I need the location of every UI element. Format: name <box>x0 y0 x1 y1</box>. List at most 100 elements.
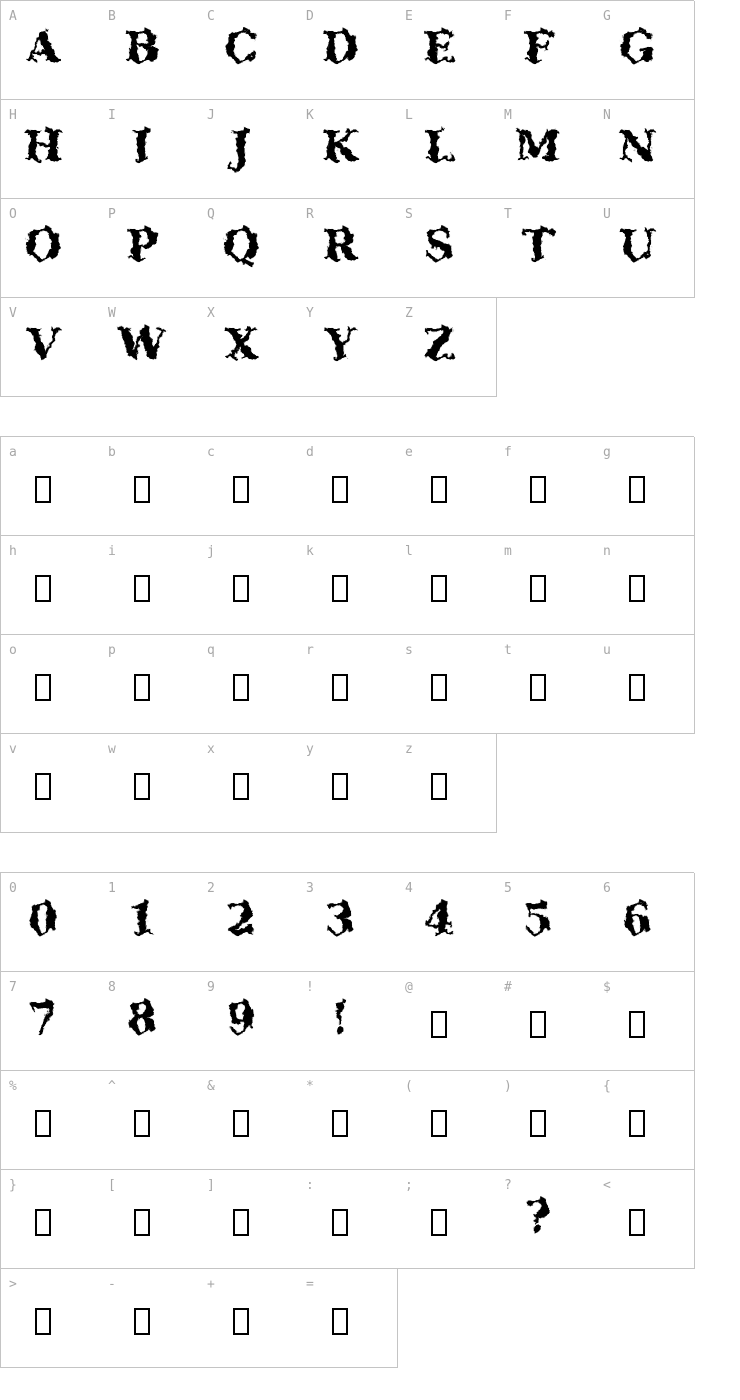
notdef-box-icon <box>233 476 249 503</box>
notdef-box-icon <box>233 575 249 602</box>
notdef-box-icon <box>431 1209 447 1236</box>
glyph-cell-): ) <box>496 1071 596 1170</box>
missing-glyph-tofu <box>199 1110 283 1137</box>
cell-character-label: H <box>9 108 17 123</box>
notdef-box-icon <box>629 1110 645 1137</box>
cell-character-label: ; <box>405 1178 413 1193</box>
glyph-cell-!: !! <box>298 972 398 1071</box>
notdef-box-icon <box>431 575 447 602</box>
notdef-box-icon <box>134 674 150 701</box>
rendered-glyph: Y <box>325 320 355 369</box>
cell-character-label: R <box>306 207 314 222</box>
missing-glyph-tofu <box>397 476 481 503</box>
missing-glyph-tofu <box>199 1209 283 1236</box>
missing-glyph-tofu <box>199 1308 283 1335</box>
missing-glyph-tofu <box>298 1308 382 1335</box>
glyph-cell-<: < <box>595 1170 695 1269</box>
cell-character-label: # <box>504 980 512 995</box>
cell-character-label: G <box>603 9 611 24</box>
missing-glyph-tofu <box>595 1011 679 1038</box>
rendered-glyph: R <box>322 221 358 270</box>
rendered-glyph: P <box>126 221 158 270</box>
rendered-glyph: ! <box>330 994 350 1043</box>
glyph-cell-q: q <box>199 635 299 734</box>
glyph-cell-j: j <box>199 536 299 635</box>
glyph-cell-m: m <box>496 536 596 635</box>
cell-character-label: ( <box>405 1079 413 1094</box>
missing-glyph-tofu <box>496 575 580 602</box>
missing-glyph-tofu <box>1 674 85 701</box>
missing-glyph-tofu <box>100 773 184 800</box>
notdef-box-icon <box>35 1110 51 1137</box>
missing-glyph-tofu <box>496 1110 580 1137</box>
rendered-glyph: 3 <box>325 895 355 944</box>
notdef-box-icon <box>431 1011 447 1038</box>
cell-character-label: : <box>306 1178 314 1193</box>
notdef-box-icon <box>134 773 150 800</box>
missing-glyph-tofu <box>595 476 679 503</box>
missing-glyph-tofu <box>1 476 85 503</box>
glyph-cell-x: x <box>199 734 299 833</box>
cell-character-label: { <box>603 1079 611 1094</box>
rendered-glyph: G <box>619 23 655 72</box>
glyph-cell-e: e <box>397 437 497 536</box>
missing-glyph-tofu <box>1 575 85 602</box>
missing-glyph-tofu <box>199 773 283 800</box>
digits-and-punctuation-table: 0 0 1 1 2 2 3 3 4 4 5 5 6 6 7 7 8 8 9 9!! @ # $% ^ & *(){}[]:;?? <… <box>0 872 695 1368</box>
glyph-cell-:: : <box>298 1170 398 1269</box>
glyph-cell-%: % <box>1 1071 101 1170</box>
missing-glyph-tofu <box>1 1209 85 1236</box>
cell-character-label: & <box>207 1079 215 1094</box>
missing-glyph-tofu <box>496 1011 580 1038</box>
rendered-glyph: U <box>618 221 656 270</box>
cell-character-label: $ <box>603 980 611 995</box>
rendered-glyph: V <box>26 320 60 369</box>
missing-glyph-tofu <box>397 575 481 602</box>
glyph-cell-{: { <box>595 1071 695 1170</box>
cell-character-label: 4 <box>405 881 413 896</box>
cell-character-label: 3 <box>306 881 314 896</box>
missing-glyph-tofu <box>397 674 481 701</box>
cell-character-label: ? <box>504 1178 512 1193</box>
notdef-box-icon <box>35 1308 51 1335</box>
cell-character-label: W <box>108 306 116 321</box>
cell-character-label: V <box>9 306 17 321</box>
glyph-cell-n: n <box>595 536 695 635</box>
glyph-cell-c: c <box>199 437 299 536</box>
missing-glyph-tofu <box>100 674 184 701</box>
cell-character-label: ) <box>504 1079 512 1094</box>
cell-character-label: E <box>405 9 413 24</box>
cell-character-label: ! <box>306 980 314 995</box>
rendered-glyph: Z <box>423 320 455 369</box>
cell-character-label: v <box>9 742 17 757</box>
cell-character-label: @ <box>405 980 413 995</box>
rendered-glyph: S <box>423 221 455 270</box>
missing-glyph-tofu <box>298 476 382 503</box>
rendered-glyph: K <box>321 122 359 171</box>
cell-character-label: t <box>504 643 512 658</box>
notdef-box-icon <box>233 1308 249 1335</box>
glyph-cell-z: z <box>397 734 497 833</box>
cell-character-label: Z <box>405 306 413 321</box>
cell-character-label: f <box>504 445 512 460</box>
lowercase-letters-table: a b c d e f g h i j k l m n o p q r s t u v w x y z <box>0 436 695 833</box>
cell-character-label: Q <box>207 207 215 222</box>
glyph-cell-h: h <box>1 536 101 635</box>
cell-character-label: = <box>306 1277 314 1292</box>
rendered-glyph: 4 <box>424 895 454 944</box>
